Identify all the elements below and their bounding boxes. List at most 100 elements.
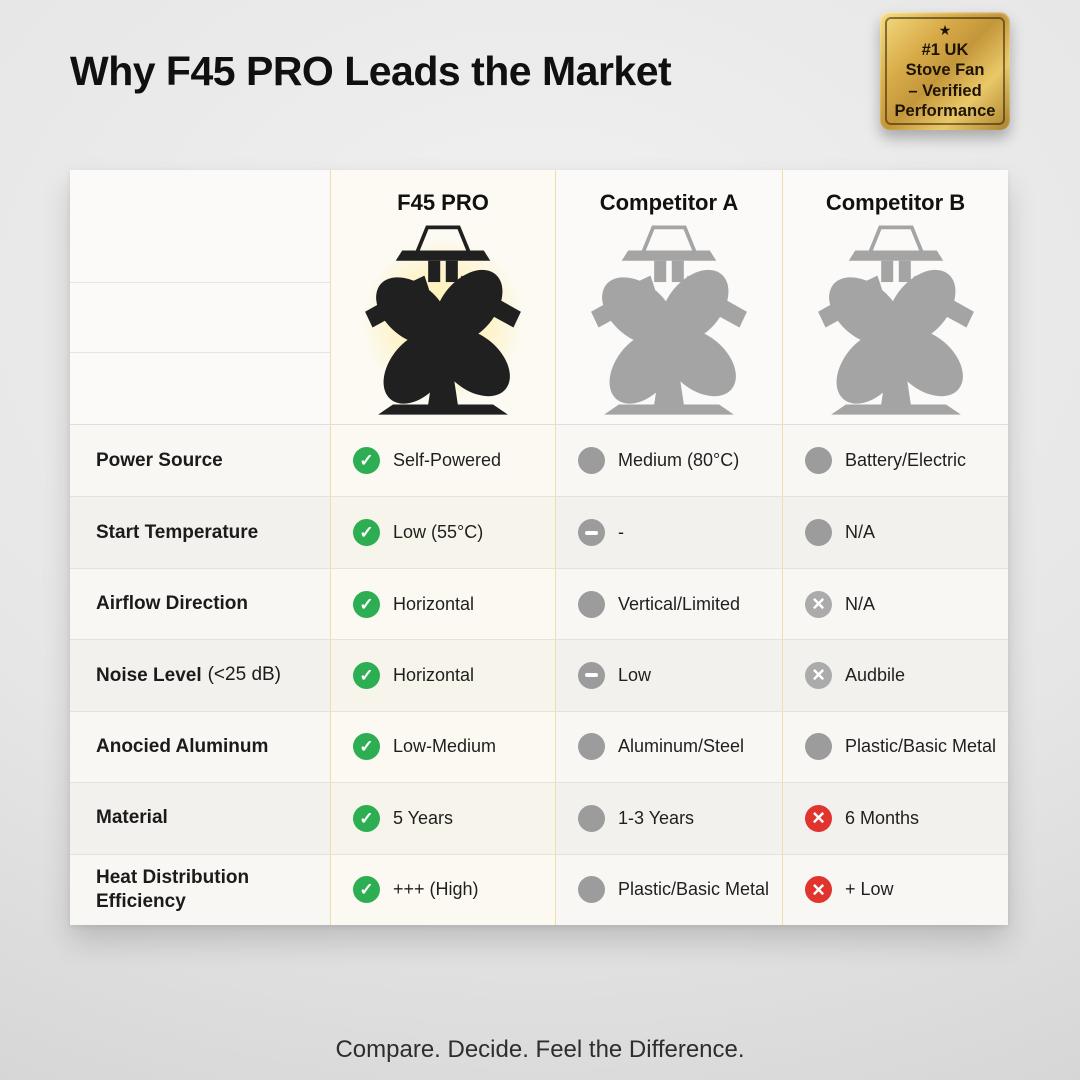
neutral-dot-icon	[578, 590, 605, 618]
badge-line: Stove Fan	[905, 61, 985, 80]
badge-line: – Verified	[908, 81, 982, 100]
table-cell: Aluminum/Steel	[555, 710, 782, 783]
neutral-dot-icon	[805, 733, 832, 761]
table-cell: Vertical/Limited	[555, 567, 782, 640]
table-cell: +++ (High)	[330, 853, 555, 925]
cross-icon	[805, 590, 832, 618]
table-cell: Horizontal	[330, 639, 555, 711]
minus-icon	[578, 661, 605, 689]
row-label-start-temperature: Start Temperature	[70, 496, 330, 568]
cell-value: Low-Medium	[393, 736, 497, 757]
neutral-dot-icon	[578, 447, 605, 475]
badge-line: Performance	[894, 101, 996, 120]
badge-line: #1 UK	[921, 41, 969, 60]
table-cell: 6 Months	[782, 782, 1008, 854]
table-cell: N/A	[782, 496, 1008, 568]
check-icon	[353, 661, 380, 689]
stove-fan-icon	[587, 225, 751, 419]
table-cell: Audbile	[782, 639, 1008, 711]
table-cell: Self-Powered	[330, 425, 555, 497]
neutral-dot-icon	[578, 876, 605, 904]
page-title: Why F45 PRO Leads the Market	[70, 48, 672, 94]
cell-value: Low	[618, 664, 652, 685]
check-icon	[353, 804, 380, 832]
cell-value: + Low	[845, 879, 894, 900]
cell-value: N/A	[845, 522, 876, 543]
product-image-competitor-a	[569, 218, 769, 424]
table-cell: Medium (80°C)	[555, 425, 782, 497]
table-cell: Plastic/Basic Metal	[782, 710, 1008, 783]
award-badge: ★ #1 UK Stove Fan – Verified Performance	[880, 12, 1010, 130]
cell-value: Vertical/Limited	[618, 593, 741, 614]
row-label-text: Noise Level	[96, 664, 202, 686]
check-icon	[353, 590, 380, 618]
header-spacer-line	[70, 353, 330, 424]
star-icon: ★	[938, 22, 952, 39]
table-cell: + Low	[782, 853, 1008, 925]
cell-value: Aluminum/Steel	[618, 736, 745, 757]
tagline: Compare. Decide. Feel the Difference.	[335, 1036, 745, 1063]
row-label-text: Material	[96, 807, 168, 829]
neutral-dot-icon	[578, 804, 605, 832]
cell-value: 1-3 Years	[618, 807, 695, 828]
product-image-competitor-b	[796, 218, 996, 424]
column-header-competitor-a: Competitor A	[555, 170, 782, 425]
neutral-dot-icon	[805, 519, 832, 547]
product-image-f45-pro	[335, 210, 551, 432]
column-title: Competitor A	[599, 190, 739, 215]
cell-value: N/A	[845, 593, 876, 614]
row-label-airflow-direction: Airflow Direction	[70, 567, 330, 640]
cell-value: Plastic/Basic Metal	[618, 879, 770, 900]
cell-value: Plastic/Basic Metal	[845, 736, 997, 757]
check-icon	[353, 876, 380, 904]
header-spacer-cell	[70, 170, 330, 425]
cell-value: Medium (80°C)	[618, 450, 740, 471]
cell-value: +++ (High)	[393, 879, 479, 900]
comparison-table: F45 PRO Competitor A Competitor B Power …	[70, 170, 1008, 925]
stove-fan-icon	[813, 225, 978, 419]
cell-value: 6 Months	[845, 807, 920, 828]
cross-red-icon	[805, 876, 832, 904]
neutral-dot-icon	[805, 447, 832, 475]
minus-icon	[578, 519, 605, 547]
row-label-noise-level: Noise Level (<25 dB)	[70, 639, 330, 711]
column-header-competitor-b: Competitor B	[782, 170, 1008, 425]
cell-value: Horizontal	[393, 664, 475, 685]
table-cell: Low-Medium	[330, 710, 555, 783]
row-label-text: Start Temperature	[96, 521, 259, 543]
row-label-text: Airflow Direction	[96, 593, 249, 615]
table-cell: Plastic/Basic Metal	[555, 853, 782, 925]
row-label-heat-distribution-efficiency: Heat Distribution Efficiency	[70, 853, 330, 925]
cell-value: Low (55°C)	[393, 522, 484, 543]
table-cell: Battery/Electric	[782, 425, 1008, 497]
column-title: Competitor B	[825, 190, 966, 215]
column-header-f45-pro: F45 PRO	[330, 170, 555, 432]
header-spacer-line	[70, 170, 330, 283]
table-cell: 5 Years	[330, 782, 555, 854]
stove-fan-icon	[361, 225, 525, 419]
row-label-power-source: Power Source	[70, 425, 330, 497]
check-icon	[353, 447, 380, 475]
table-cell: Low	[555, 639, 782, 711]
table-cell: 1-3 Years	[555, 782, 782, 854]
table-cell: Low (55°C)	[330, 496, 555, 568]
neutral-dot-icon	[578, 733, 605, 761]
cell-value: Self-Powered	[393, 450, 502, 471]
cell-value: Audbile	[845, 664, 906, 685]
row-label-material: Material	[70, 782, 330, 854]
row-label-text: Anocied Aluminum	[96, 736, 269, 758]
cell-value: Horizontal	[393, 593, 475, 614]
row-label-text: Heat Distribution Efficiency	[96, 867, 250, 912]
row-label-note: (<25 dB)	[207, 664, 282, 686]
cross-red-icon	[805, 804, 832, 832]
table-cell: Horizontal	[330, 567, 555, 640]
cell-value: -	[618, 522, 624, 543]
check-icon	[353, 519, 380, 547]
cell-value: 5 Years	[393, 807, 454, 828]
cell-value: Battery/Electric	[845, 450, 967, 471]
table-cell: N/A	[782, 567, 1008, 640]
cross-icon	[805, 661, 832, 689]
row-label-anocied-aluminum: Anocied Aluminum	[70, 710, 330, 783]
check-icon	[353, 733, 380, 761]
table-cell: -	[555, 496, 782, 568]
